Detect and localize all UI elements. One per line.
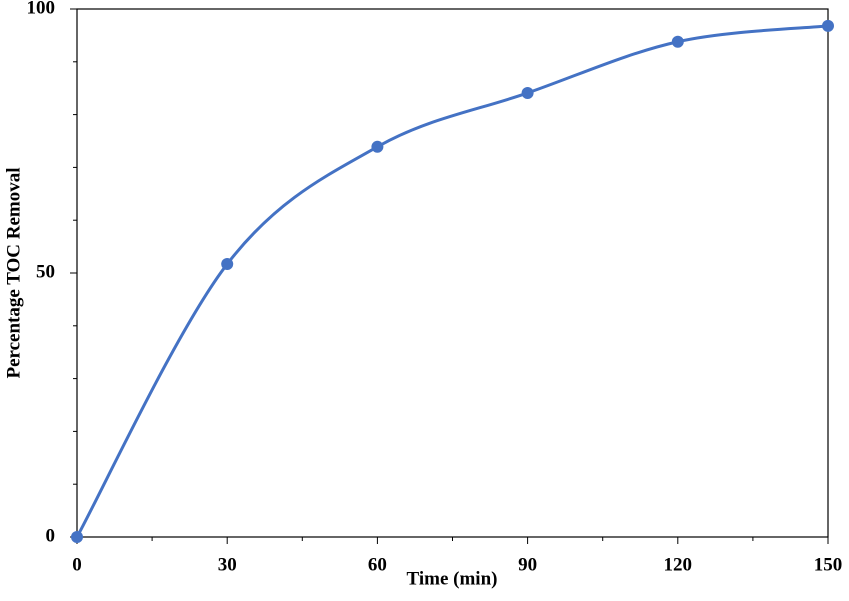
data-point <box>822 19 834 32</box>
data-point <box>71 531 83 543</box>
data-point <box>371 140 384 153</box>
x-tick-label: 90 <box>518 554 537 575</box>
x-tick-label: 60 <box>368 554 387 575</box>
data-point <box>521 86 534 99</box>
data-point <box>671 35 684 48</box>
y-tick-label: 50 <box>36 261 55 282</box>
y-tick-label: 0 <box>46 525 56 546</box>
y-tick-label: 100 <box>27 0 56 18</box>
data-point <box>221 258 234 271</box>
y-axis-label: Percentage TOC Removal <box>3 167 24 378</box>
plot-frame <box>76 8 829 538</box>
x-tick-label: 0 <box>72 554 82 575</box>
x-tick-label: 30 <box>218 554 237 575</box>
series-line <box>75 24 829 538</box>
x-tick-label: 150 <box>814 554 843 575</box>
x-tick-label: 120 <box>664 554 693 575</box>
x-axis-label: Time (min) <box>407 568 498 589</box>
